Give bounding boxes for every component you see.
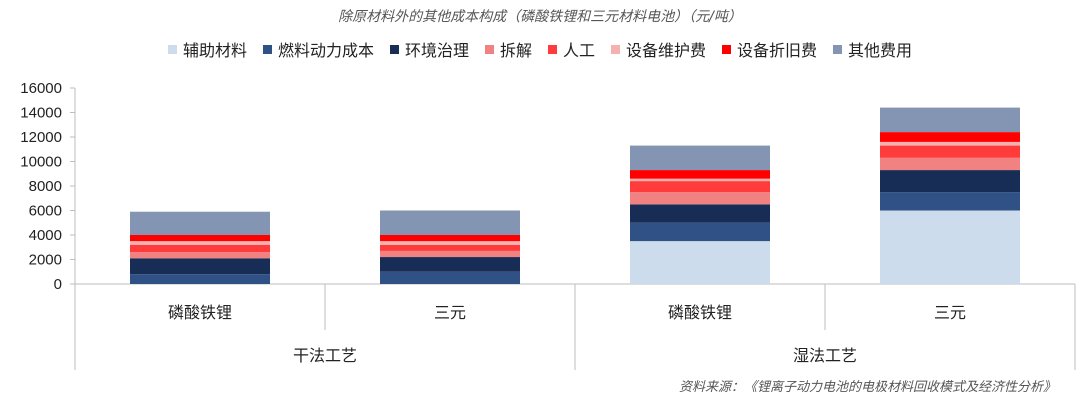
bar-segment (130, 244, 270, 253)
bar-segment (630, 178, 770, 182)
x-category-label: 磷酸铁锂 (168, 304, 232, 322)
bar-segment (130, 211, 270, 235)
legend-label: 设备折旧费 (737, 41, 818, 60)
bar-segment (130, 235, 270, 242)
legend-item: 辅助材料 (167, 37, 247, 61)
bar-segment (880, 107, 1020, 133)
bar-segment (880, 141, 1020, 146)
x-category-label: 磷酸铁锂 (668, 304, 732, 322)
legend-swatch (262, 44, 272, 54)
bar-segment (880, 145, 1020, 158)
y-tick-label: 8000 (29, 178, 62, 195)
legend-label: 环境治理 (404, 41, 469, 60)
legend-swatch (833, 44, 843, 54)
y-tick-label: 2000 (29, 252, 62, 269)
bar-segment (130, 252, 270, 259)
bar-segment (880, 157, 1020, 171)
bar-segment (630, 181, 770, 193)
bar-segment (880, 132, 1020, 142)
chart-title: 除原材料外的其他成本构成（磷酸铁锂和三元材料电池）（元/吨） (338, 9, 742, 25)
bar-segment (380, 244, 520, 251)
legend-label: 拆解 (499, 41, 532, 60)
legend-swatch (722, 44, 732, 54)
legend-item: 环境治理 (389, 37, 469, 61)
legend-swatch (484, 44, 494, 54)
bar-segment (380, 241, 520, 245)
y-tick-label: 0 (54, 276, 62, 293)
bar-segment (630, 192, 770, 205)
bar-segment (880, 210, 1020, 284)
y-tick-label: 16000 (20, 80, 62, 97)
bar-segment (630, 222, 770, 242)
bar-segment (130, 274, 270, 284)
bar-segment (380, 250, 520, 258)
y-tick-label: 4000 (29, 227, 62, 244)
legend-item: 燃料动力成本 (262, 37, 374, 61)
legend-label: 辅助材料 (182, 41, 247, 60)
bar-segment (130, 258, 270, 275)
legend-label: 人工 (563, 41, 596, 60)
bar-segment (630, 170, 770, 179)
bar-segment (630, 241, 770, 284)
legend-swatch (167, 44, 177, 54)
bar-segment (630, 145, 770, 171)
x-group-label: 湿法工艺 (793, 347, 857, 365)
legend-label: 燃料动力成本 (277, 41, 374, 60)
legend-swatch (611, 44, 621, 54)
y-tick-label: 10000 (20, 154, 62, 171)
legend-label: 其他费用 (848, 41, 913, 60)
x-category-label: 三元 (434, 305, 466, 322)
x-group-label: 干法工艺 (293, 347, 357, 365)
chart-legend: 辅助材料 燃料动力成本 环境治理 拆解 人工 设备维护费 设备折旧费 其他费用 (0, 37, 1080, 61)
legend-label: 设备维护费 (626, 41, 707, 60)
y-tick-label: 6000 (29, 203, 62, 220)
y-tick-label: 14000 (20, 105, 62, 122)
bar-segment (380, 257, 520, 272)
legend-swatch (548, 44, 557, 54)
legend-item: 设备折旧费 (722, 37, 817, 61)
y-tick-label: 12000 (20, 129, 62, 146)
legend-item: 人工 (548, 37, 595, 61)
legend-item: 其他费用 (833, 37, 912, 61)
bar-segment (380, 235, 520, 242)
legend-item: 拆解 (484, 37, 532, 61)
x-category-label: 三元 (934, 305, 966, 322)
legend-swatch (389, 44, 399, 54)
bar-segment (880, 192, 1020, 211)
bar-segment (880, 170, 1020, 193)
bar-segment (130, 241, 270, 245)
source-note: 资料来源：《锂离子动力电池的电极材料回收模式及经济性分析》 (678, 380, 1056, 395)
legend-item: 设备维护费 (611, 37, 706, 61)
bar-segment (380, 210, 520, 235)
bar-segment (630, 204, 770, 223)
bar-segment (380, 271, 520, 284)
